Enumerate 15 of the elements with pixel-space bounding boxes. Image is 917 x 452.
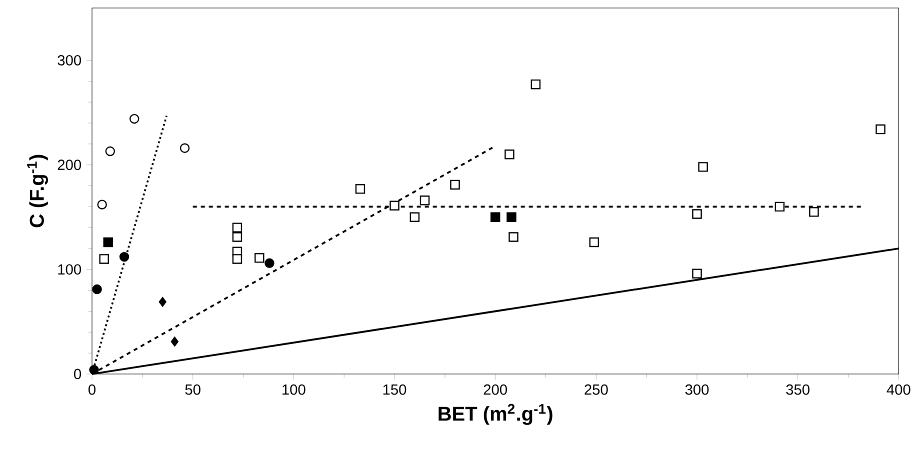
x-tick-label: 250 [584, 384, 608, 395]
y-tick-label: 200 [58, 160, 82, 170]
x-tick-label: 300 [685, 384, 709, 395]
x-tick-label: 350 [786, 384, 810, 395]
y-tick-label: 0 [74, 368, 82, 380]
x-axis-title: BET (m$^{2}$.g$^{-1}$) [438, 404, 552, 425]
x-tick-label: 400 [886, 384, 910, 395]
x-tick-label: 50 [185, 384, 200, 395]
x-tick-label: 0 [88, 384, 96, 395]
x-tick-label: 150 [383, 384, 406, 395]
y-axis-title: C (F.g$^{-1}$) [27, 154, 48, 228]
x-tick-label: 100 [282, 384, 306, 395]
y-tick-label: 100 [58, 264, 82, 275]
y-tick-label: 300 [58, 55, 82, 66]
x-tick-label: 200 [484, 384, 507, 395]
